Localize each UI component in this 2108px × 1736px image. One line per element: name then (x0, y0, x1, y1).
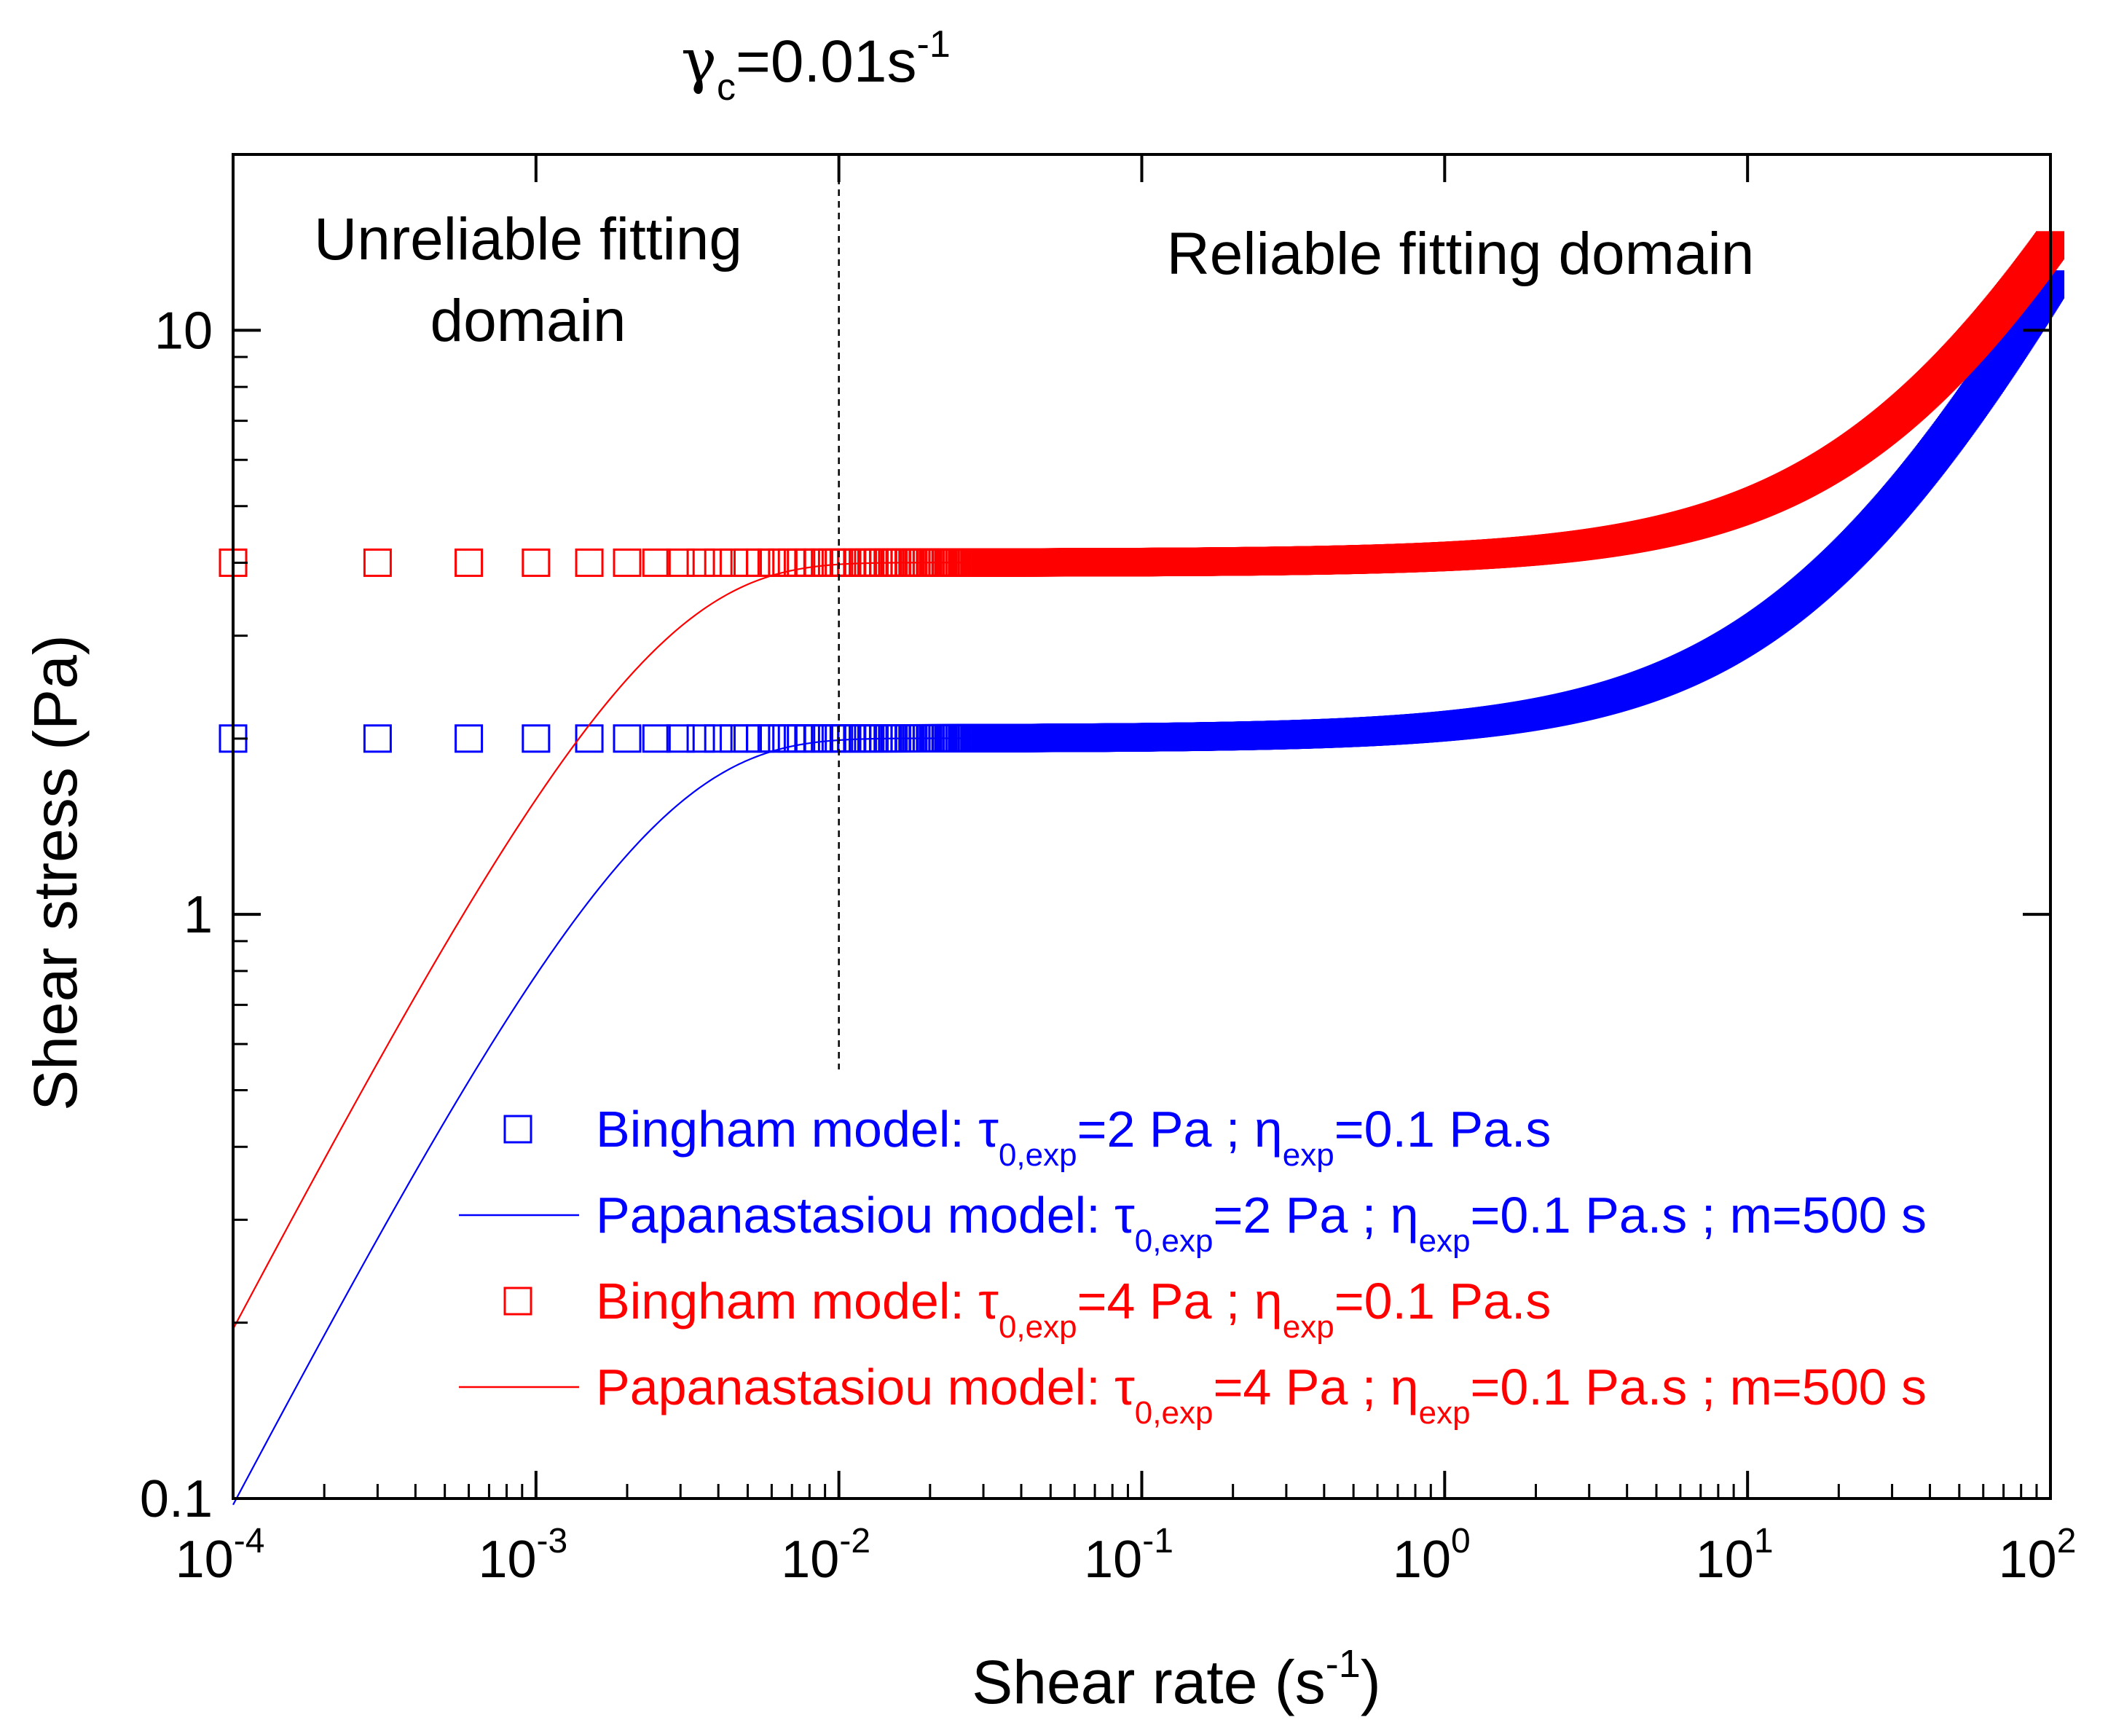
legend-text: Bingham model: τ (596, 1101, 999, 1158)
legend-label: Bingham model: τ0,exp=4 Pa ; ηexp=0.1 Pa… (596, 1273, 1551, 1345)
critical-value: =0.01s (736, 28, 916, 95)
legend-label: Papanastasiou model: τ0,exp=4 Pa ; ηexp=… (596, 1359, 1927, 1431)
x-tick-base: 10 (1999, 1531, 2057, 1589)
x-tick-exp: -2 (839, 1522, 870, 1560)
legend-marker-icon (503, 1287, 532, 1316)
unreliable-domain-line-1: domain (430, 288, 626, 354)
x-tick-exp: -4 (234, 1522, 265, 1560)
legend-subscript: exp (1283, 1309, 1334, 1345)
bingham-marker (455, 724, 484, 753)
bingham-marker (666, 724, 695, 753)
legend-text: =4 Pa ; η (1213, 1359, 1418, 1415)
x-tick-base: 10 (478, 1531, 536, 1589)
annotation-layer: γc=0.01s-1 Unreliable fitting domain Reliab… (314, 23, 1754, 1069)
reliable-domain-line-0: Reliable fitting domain (1167, 221, 1755, 287)
y-tick-label: 1 (184, 886, 213, 944)
bingham-marker (363, 724, 392, 753)
y-axis-label: Shear stress (Pa) (21, 635, 90, 1111)
x-axis-label-main: Shear rate (s (972, 1648, 1326, 1716)
y-tick-label: 10 (154, 302, 213, 360)
x-tick-label: 10-4 (176, 1522, 265, 1589)
legend-text: =0.1 Pa.s (1334, 1101, 1551, 1158)
x-tick-base: 10 (781, 1531, 839, 1589)
series-1 (232, 283, 2051, 1506)
papanastasiou-curve-3 (232, 244, 2051, 1330)
bingham-marker (666, 548, 695, 577)
bingham-marker (575, 548, 604, 577)
x-tick-exp: 1 (1754, 1522, 1774, 1560)
x-tick-base: 10 (176, 1531, 234, 1589)
bingham-marker (686, 548, 715, 577)
x-tick-exp: 0 (1451, 1522, 1471, 1560)
x-tick-label: 10-3 (478, 1522, 567, 1589)
x-tick-exp: 2 (2057, 1522, 2077, 1560)
bingham-marker (522, 548, 551, 577)
legend-entry-0: Bingham model: τ0,exp=2 Pa ; ηexp=0.1 Pa… (503, 1101, 1551, 1173)
legend-text: =0.1 Pa.s ; m=500 s (1471, 1359, 1927, 1415)
series-2 (219, 231, 2065, 577)
legend-subscript: exp (1419, 1223, 1471, 1259)
legend-text: =2 Pa ; η (1077, 1101, 1283, 1158)
bingham-marker (363, 548, 392, 577)
legend-entry-2: Bingham model: τ0,exp=4 Pa ; ηexp=0.1 Pa… (503, 1273, 1551, 1345)
legend-subscript: exp (1419, 1395, 1471, 1431)
series-3 (232, 244, 2051, 1330)
gamma-subscript: c (717, 66, 736, 109)
x-tick-base: 10 (1696, 1531, 1754, 1589)
reliable-domain-label: Reliable fitting domain (1167, 221, 1755, 287)
x-tick-label: 101 (1696, 1522, 1774, 1589)
legend-text: Bingham model: τ (596, 1273, 999, 1330)
unreliable-domain-line-0: Unreliable fitting (314, 206, 742, 272)
legend-text: =0.1 Pa.s ; m=500 s (1471, 1187, 1927, 1244)
legend-entry-3: Papanastasiou model: τ0,exp=4 Pa ; ηexp=… (459, 1359, 1927, 1431)
bingham-marker (522, 724, 551, 753)
x-tick-base: 10 (1393, 1531, 1451, 1589)
legend-subscript: exp (1283, 1137, 1334, 1173)
x-tick-label: 100 (1393, 1522, 1471, 1589)
gamma-symbol: γ (681, 27, 717, 96)
bingham-marker (686, 724, 715, 753)
x-tick-exp: -1 (1142, 1522, 1173, 1560)
papanastasiou-curve-1 (232, 283, 2051, 1506)
critical-shear-rate-label: γc=0.01s-1 (681, 23, 951, 109)
legend-marker-icon (503, 1115, 532, 1144)
bingham-marker (642, 724, 671, 753)
legend-label: Papanastasiou model: τ0,exp=2 Pa ; ηexp=… (596, 1187, 1927, 1259)
x-axis-label-close: ) (1361, 1648, 1381, 1716)
unreliable-domain-label: Unreliable fitting domain (314, 206, 742, 354)
bingham-marker (704, 548, 733, 577)
x-axis-label: Shear rate (s-1) (972, 1642, 1381, 1716)
legend-subscript: 0,exp (1135, 1223, 1214, 1259)
legend-subscript: 0,exp (1135, 1395, 1214, 1431)
x-tick-label: 10-1 (1084, 1522, 1173, 1589)
legend-label: Bingham model: τ0,exp=2 Pa ; ηexp=0.1 Pa… (596, 1101, 1551, 1173)
legend-text: Papanastasiou model: τ (596, 1187, 1135, 1244)
series-layer (219, 231, 2065, 1506)
legend-entry-1: Papanastasiou model: τ0,exp=2 Pa ; ηexp=… (459, 1187, 1927, 1259)
critical-superscript: -1 (917, 23, 951, 66)
x-tick-label: 10-2 (781, 1522, 870, 1589)
legend-text: =0.1 Pa.s (1334, 1273, 1551, 1330)
bingham-marker (642, 548, 671, 577)
bingham-marker (704, 724, 733, 753)
legend: Bingham model: τ0,exp=2 Pa ; ηexp=0.1 Pa… (459, 1101, 1927, 1431)
x-tick-exp: -3 (537, 1522, 568, 1560)
legend-text: =2 Pa ; η (1213, 1187, 1418, 1244)
bingham-marker (613, 548, 642, 577)
x-tick-base: 10 (1084, 1531, 1142, 1589)
x-tick-label: 102 (1999, 1522, 2077, 1589)
legend-text: Papanastasiou model: τ (596, 1359, 1135, 1415)
x-axis-label-sup: -1 (1326, 1642, 1361, 1686)
bingham-marker (613, 724, 642, 753)
legend-subscript: 0,exp (999, 1137, 1077, 1173)
legend-subscript: 0,exp (999, 1309, 1077, 1345)
y-tick-label: 0.1 (140, 1470, 213, 1528)
bingham-marker (455, 548, 484, 577)
legend-text: =4 Pa ; η (1077, 1273, 1283, 1330)
